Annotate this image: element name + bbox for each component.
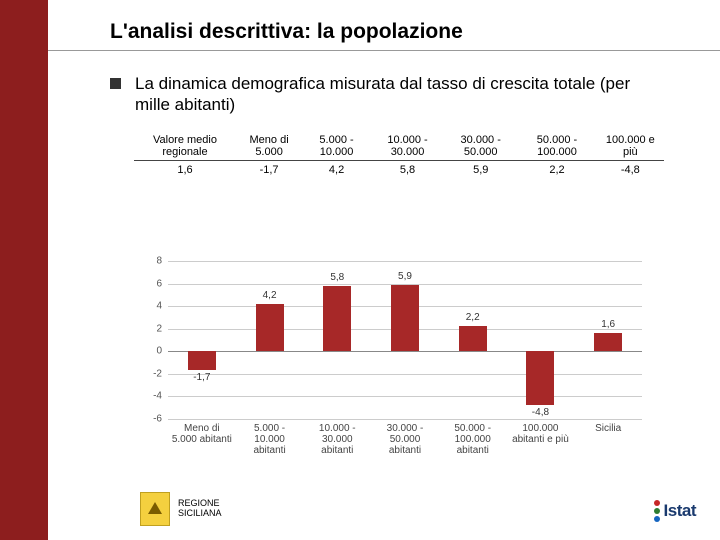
region-shield-icon <box>140 492 170 526</box>
logo-text: Istat <box>664 501 696 521</box>
chart-bar <box>526 351 554 405</box>
table-header: 100.000 e più <box>597 132 664 161</box>
istat-logo: Istat <box>654 500 696 522</box>
chart-bar <box>459 326 487 351</box>
table-header: 10.000 - 30.000 <box>371 132 444 161</box>
chart-ytick: 6 <box>156 278 162 289</box>
footer-line2: SICILIANA <box>178 509 222 519</box>
table-cell: 4,2 <box>302 160 371 178</box>
chart-gridline <box>168 261 642 262</box>
chart-bar-label: 4,2 <box>250 290 290 301</box>
chart-plot-area: -6-4-202468-1,74,25,85,92,2-4,81,6 <box>168 261 642 419</box>
chart-xlabel: 100.000 abitanti e più <box>509 423 571 445</box>
logo-dot <box>654 500 660 506</box>
table-row: 1,6 -1,7 4,2 5,8 5,9 2,2 -4,8 <box>134 160 664 178</box>
chart-ytick: -6 <box>153 414 162 425</box>
page-title: L'analisi descrittiva: la popolazione <box>110 20 700 44</box>
content-area: L'analisi descrittiva: la popolazione La… <box>110 20 700 178</box>
data-table: Valore medio regionale Meno di 5.000 5.0… <box>134 132 664 178</box>
bullet-square-icon <box>110 78 121 89</box>
logo-dot <box>654 516 660 522</box>
bar-chart: -6 -4 -2 0 2 4 6 8 -1,7 4,2 5,8 5,9 2,2 -4,8 1,6 Meno … <box>134 255 674 470</box>
chart-ytick: 0 <box>156 346 162 357</box>
footer-text: REGIONE SICILIANA <box>178 499 222 519</box>
chart-ytick: 4 <box>156 301 162 312</box>
table-header: 5.000 - 10.000 <box>302 132 371 161</box>
table-header: Meno di 5.000 <box>236 132 302 161</box>
table-header: Valore medio regionale <box>134 132 236 161</box>
chart-ytick: 8 <box>156 256 162 267</box>
bullet-row: La dinamica demografica misurata dal tas… <box>110 73 700 116</box>
table-header: 30.000 - 50.000 <box>444 132 517 161</box>
table-cell: 5,9 <box>444 160 517 178</box>
left-sidebar <box>0 0 48 540</box>
chart-xlabel: 10.000 - 30.000 abitanti <box>306 423 368 456</box>
title-rule <box>48 50 720 51</box>
table-header: 50.000 - 100.000 <box>517 132 596 161</box>
chart-gridline <box>168 351 642 352</box>
chart-bar <box>391 285 419 352</box>
chart-bar <box>256 304 284 351</box>
chart-ytick: -4 <box>153 391 162 402</box>
table-cell: 5,8 <box>371 160 444 178</box>
chart-xlabel: Sicilia <box>577 423 639 434</box>
chart-bar <box>188 351 216 370</box>
footer-region: REGIONE SICILIANA <box>140 492 222 526</box>
chart-gridline <box>168 419 642 420</box>
chart-bar-label: 2,2 <box>453 312 493 323</box>
chart-gridline <box>168 374 642 375</box>
logo-dot <box>654 508 660 514</box>
chart-bar-label: -4,8 <box>520 407 560 418</box>
chart-gridline <box>168 396 642 397</box>
table-row: Valore medio regionale Meno di 5.000 5.0… <box>134 132 664 161</box>
chart-ytick: -2 <box>153 368 162 379</box>
chart-bar-label: -1,7 <box>182 372 222 383</box>
data-table-wrap: Valore medio regionale Meno di 5.000 5.0… <box>134 132 664 178</box>
chart-xlabel: 5.000 - 10.000 abitanti <box>239 423 301 456</box>
chart-ytick: 2 <box>156 323 162 334</box>
chart-bar <box>594 333 622 351</box>
table-cell: -4,8 <box>597 160 664 178</box>
table-cell: -1,7 <box>236 160 302 178</box>
table-cell: 1,6 <box>134 160 236 178</box>
chart-bar-label: 1,6 <box>588 319 628 330</box>
chart-xlabel: 50.000 - 100.000 abitanti <box>442 423 504 456</box>
logo-dots-icon <box>654 500 660 522</box>
chart-xlabel: 30.000 - 50.000 abitanti <box>374 423 436 456</box>
bullet-text: La dinamica demografica misurata dal tas… <box>135 73 635 116</box>
table-cell: 2,2 <box>517 160 596 178</box>
chart-bar <box>323 286 351 351</box>
chart-bar-label: 5,8 <box>317 272 357 283</box>
chart-xlabel: Meno di 5.000 abitanti <box>171 423 233 445</box>
chart-bar-label: 5,9 <box>385 271 425 282</box>
